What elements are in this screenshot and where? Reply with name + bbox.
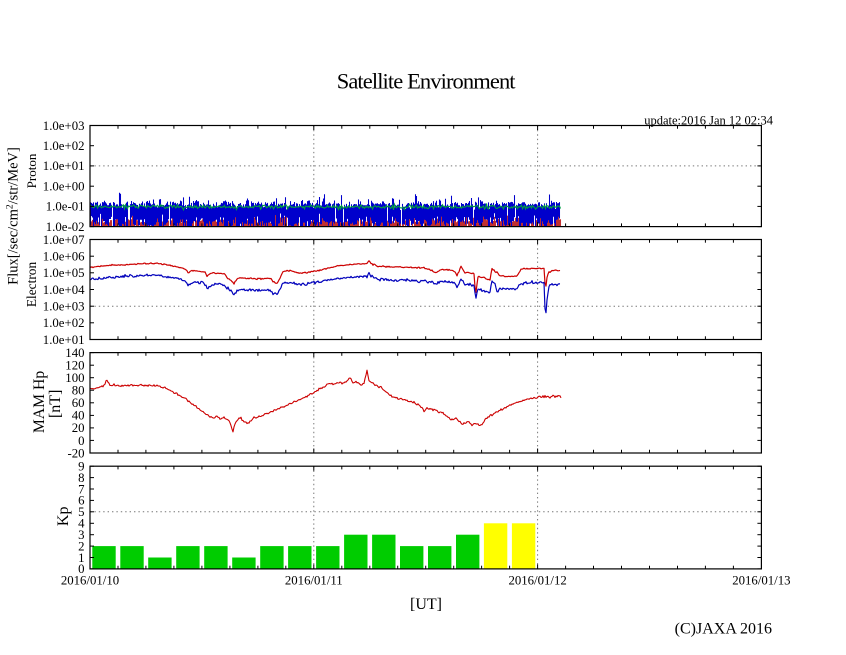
svg-text:1.0e+06: 1.0e+06	[43, 250, 85, 264]
svg-text:1: 1	[78, 551, 84, 565]
svg-text:120: 120	[65, 359, 84, 373]
svg-text:1.0e+03: 1.0e+03	[43, 300, 85, 314]
svg-text:MAM Hp: MAM Hp	[31, 371, 48, 433]
svg-text:-20: -20	[67, 446, 84, 460]
svg-text:1.0e+02: 1.0e+02	[43, 139, 85, 153]
svg-text:1.0e+05: 1.0e+05	[43, 266, 85, 280]
svg-text:Proton: Proton	[24, 153, 39, 188]
svg-text:20: 20	[72, 421, 85, 435]
svg-text:[nT]: [nT]	[47, 390, 64, 418]
svg-text:80: 80	[72, 384, 85, 398]
svg-text:6: 6	[78, 494, 85, 508]
svg-text:2016/01/11: 2016/01/11	[285, 573, 343, 587]
svg-text:1.0e-02: 1.0e-02	[46, 220, 85, 234]
svg-text:2: 2	[78, 539, 84, 553]
svg-text:2016/01/12: 2016/01/12	[508, 573, 566, 587]
svg-text:5: 5	[78, 505, 84, 519]
svg-text:100: 100	[65, 371, 84, 385]
svg-text:9: 9	[78, 460, 84, 474]
svg-text:1.0e+02: 1.0e+02	[43, 316, 85, 330]
svg-text:8: 8	[78, 471, 84, 485]
svg-text:40: 40	[72, 409, 85, 423]
svg-text:2016/01/10: 2016/01/10	[61, 573, 119, 587]
svg-text:1.0e+04: 1.0e+04	[43, 283, 85, 297]
svg-text:4: 4	[78, 517, 85, 531]
svg-text:Satellite Environment: Satellite Environment	[337, 69, 517, 94]
svg-text:Flux[/sec/cm2/str/MeV]: Flux[/sec/cm2/str/MeV]	[5, 147, 21, 285]
svg-text:Electron: Electron	[24, 262, 39, 308]
svg-text:7: 7	[78, 482, 85, 496]
svg-text:3: 3	[78, 528, 84, 542]
svg-text:0: 0	[78, 434, 84, 448]
svg-text:1.0e+01: 1.0e+01	[43, 333, 85, 347]
svg-text:60: 60	[72, 396, 85, 410]
svg-text:2016/01/13: 2016/01/13	[732, 573, 790, 587]
svg-text:0: 0	[78, 562, 84, 576]
svg-text:1.0e-01: 1.0e-01	[46, 200, 85, 214]
svg-text:Kp: Kp	[55, 507, 72, 527]
svg-text:update:2016 Jan 12 02:34: update:2016 Jan 12 02:34	[644, 114, 774, 128]
svg-text:1.0e+01: 1.0e+01	[43, 159, 85, 173]
svg-text:[UT]: [UT]	[410, 596, 442, 613]
svg-text:1.0e+07: 1.0e+07	[43, 233, 85, 247]
svg-text:(C)JAXA 2016: (C)JAXA 2016	[675, 621, 772, 638]
svg-text:1.0e+00: 1.0e+00	[43, 180, 85, 194]
svg-text:1.0e+03: 1.0e+03	[43, 119, 85, 133]
svg-text:140: 140	[65, 346, 84, 360]
